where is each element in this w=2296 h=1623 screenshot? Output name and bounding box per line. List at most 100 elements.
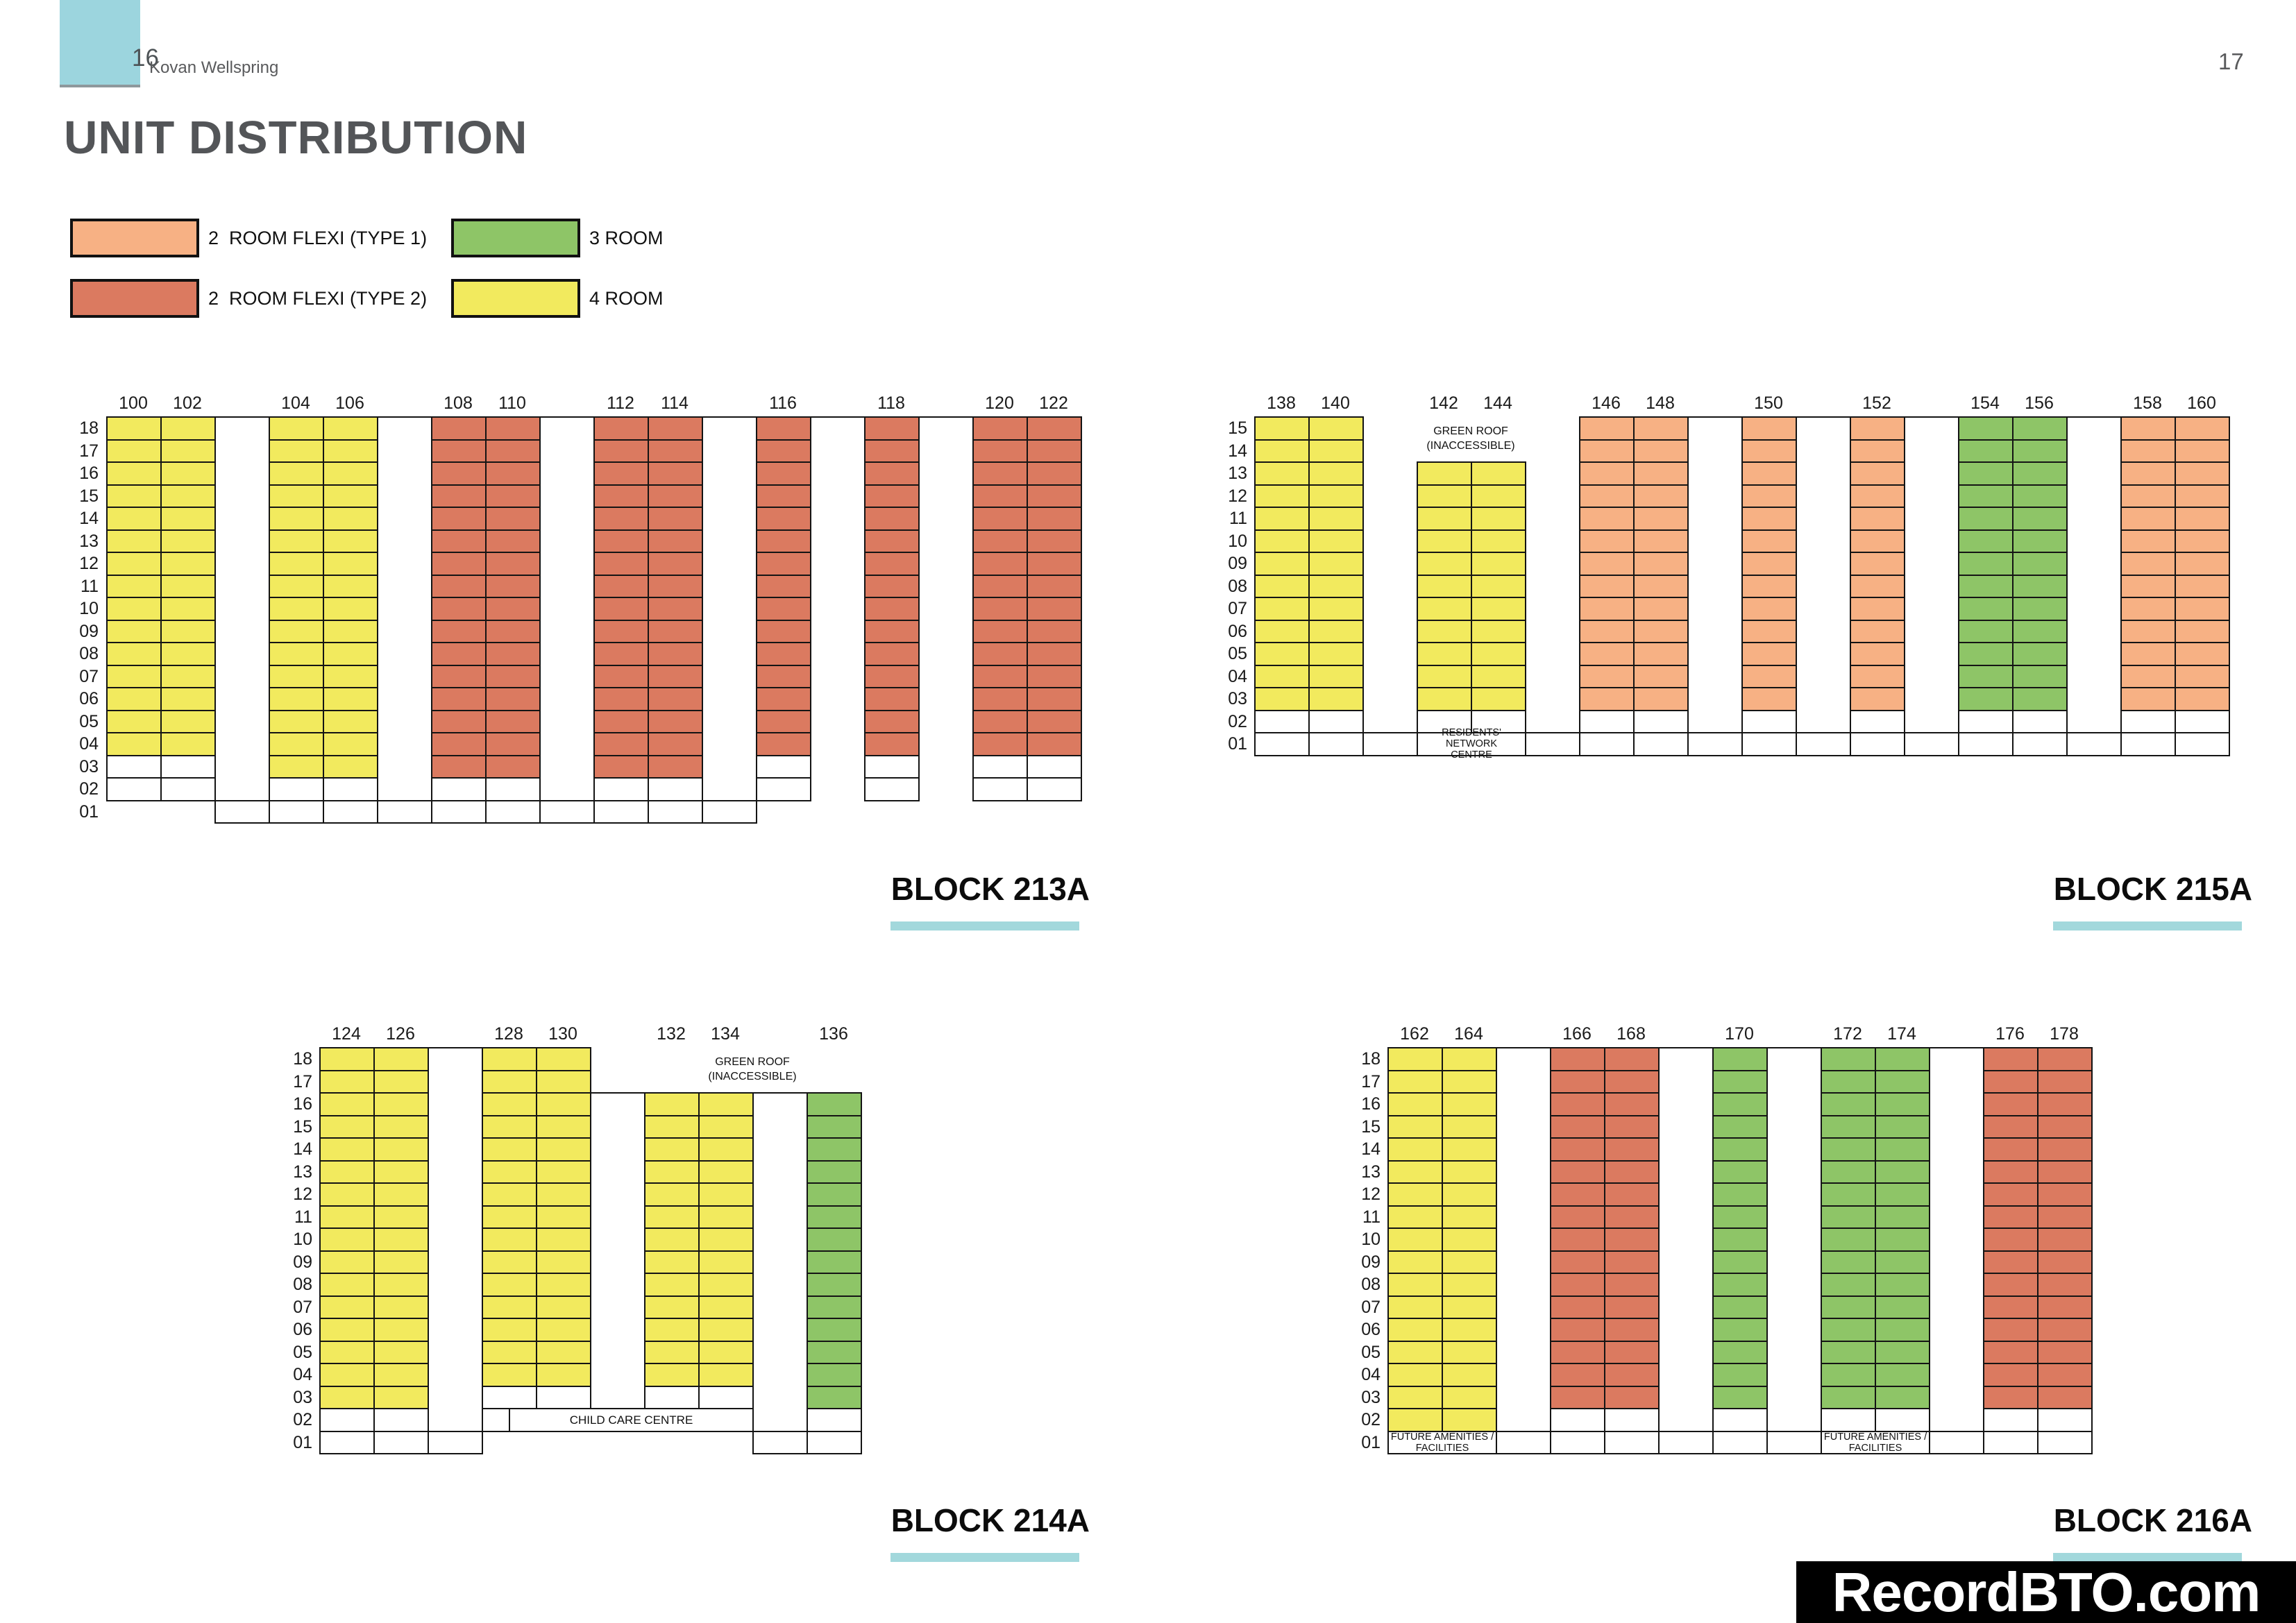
unit-cell bbox=[1387, 1137, 1443, 1162]
unit-cell bbox=[864, 597, 920, 621]
unit-number: 100 bbox=[119, 393, 148, 413]
unit-number: 118 bbox=[877, 393, 905, 413]
unit-cell bbox=[373, 1069, 429, 1094]
floor-label: 16 bbox=[1361, 1094, 1381, 1114]
unit-cell bbox=[1821, 1137, 1876, 1162]
unit-cell bbox=[1442, 1273, 1497, 1297]
unit-cell bbox=[1579, 597, 1635, 621]
unit-cell bbox=[106, 529, 162, 553]
unit-cell bbox=[972, 597, 1028, 621]
unit-cell bbox=[485, 574, 541, 598]
unit-cell bbox=[2012, 574, 2068, 598]
unit-cell bbox=[1875, 1408, 1930, 1432]
unit-cell bbox=[864, 461, 920, 486]
unit-cell bbox=[106, 642, 162, 666]
unit-cell bbox=[1550, 1295, 1605, 1319]
unit-cell bbox=[698, 1340, 754, 1364]
unit-cell bbox=[644, 1137, 700, 1162]
unit-cell bbox=[482, 1092, 537, 1116]
unit-cell bbox=[1579, 439, 1635, 463]
unit-cell bbox=[2120, 642, 2176, 666]
floor-label: 02 bbox=[79, 779, 99, 799]
unit-cell bbox=[1254, 484, 1310, 508]
unit-stack: FUTURE AMENITIES / FACILITIES bbox=[1821, 1047, 1930, 1454]
unit-cell bbox=[756, 439, 811, 463]
unit-cell bbox=[644, 1159, 700, 1184]
unit-cell bbox=[373, 1205, 429, 1229]
unit-cell bbox=[1983, 1273, 2038, 1297]
unit-cell bbox=[1958, 552, 2014, 576]
unit-cell bbox=[1387, 1069, 1443, 1094]
unit-cell bbox=[1550, 1430, 1605, 1454]
unit-cell bbox=[1741, 461, 1797, 486]
legend-swatch-2R2 bbox=[70, 279, 199, 318]
unit-cell bbox=[698, 1318, 754, 1342]
unit-cell bbox=[536, 1092, 591, 1116]
unit-cell bbox=[373, 1430, 429, 1454]
floor-label: 10 bbox=[79, 599, 99, 618]
unit-cell bbox=[756, 416, 811, 441]
unit-cell bbox=[323, 529, 378, 553]
unit-cell bbox=[319, 1273, 375, 1297]
unit-cell bbox=[864, 619, 920, 643]
floor-label: 10 bbox=[293, 1230, 312, 1249]
unit-cell bbox=[2037, 1092, 2093, 1116]
unit-cell bbox=[807, 1340, 862, 1364]
unit-cell bbox=[648, 484, 703, 508]
unit-cell bbox=[1550, 1092, 1605, 1116]
unit-cell bbox=[323, 754, 378, 779]
unit-cell bbox=[160, 507, 216, 531]
unit-cell bbox=[644, 1227, 700, 1252]
unit-number: 166 bbox=[1562, 1024, 1592, 1044]
unit-cell bbox=[1821, 1295, 1876, 1319]
floor-label: 17 bbox=[293, 1071, 312, 1091]
unit-cell bbox=[1442, 1363, 1497, 1387]
unit-cell bbox=[160, 664, 216, 688]
unit-cell bbox=[2120, 507, 2176, 531]
unit-cell bbox=[1308, 642, 1364, 666]
unit-cell bbox=[323, 574, 378, 598]
unit-cell bbox=[1604, 1047, 1660, 1071]
unit-cell bbox=[593, 777, 649, 801]
unit-cell bbox=[1741, 439, 1797, 463]
unit-stack bbox=[1579, 416, 1689, 756]
unit-cell bbox=[1875, 1114, 1930, 1139]
unit-cell bbox=[2037, 1318, 2093, 1342]
unit-cell bbox=[2175, 687, 2230, 711]
unit-cell bbox=[1308, 552, 1364, 576]
unit-cell bbox=[1027, 664, 1082, 688]
unit-cell bbox=[864, 709, 920, 733]
unit-cell bbox=[1442, 1182, 1497, 1207]
unit-cell bbox=[160, 416, 216, 441]
unit-cell bbox=[2012, 416, 2068, 441]
unit-cell bbox=[482, 1159, 537, 1184]
unit-cell bbox=[106, 687, 162, 711]
unit-cell bbox=[1850, 574, 1905, 598]
unit-cell bbox=[648, 687, 703, 711]
unit-cell bbox=[2120, 687, 2176, 711]
unit-cell bbox=[648, 754, 703, 779]
unit-cell bbox=[1712, 1295, 1768, 1319]
unit-cell bbox=[536, 1340, 591, 1364]
unit-cell bbox=[2120, 664, 2176, 688]
unit-cell bbox=[482, 1250, 537, 1274]
floor-label: 03 bbox=[293, 1387, 312, 1407]
unit-cell bbox=[160, 687, 216, 711]
block-title: BLOCK 215A bbox=[2053, 871, 2252, 907]
unit-cell bbox=[698, 1250, 754, 1274]
unit-cell bbox=[864, 687, 920, 711]
unit-cell bbox=[106, 709, 162, 733]
unit-cell bbox=[431, 642, 487, 666]
unit-cell bbox=[1442, 1250, 1497, 1274]
unit-cell bbox=[2175, 484, 2230, 508]
unit-cell bbox=[1821, 1273, 1876, 1297]
unit-cell bbox=[1712, 1182, 1768, 1207]
unit-cell bbox=[644, 1205, 700, 1229]
unit-cell bbox=[1821, 1227, 1876, 1252]
unit-number: 122 bbox=[1039, 393, 1068, 413]
roof-line bbox=[319, 1047, 591, 1048]
unit-stack bbox=[972, 416, 1082, 801]
unit-cell bbox=[536, 1295, 591, 1319]
floor-label: 02 bbox=[293, 1410, 312, 1429]
floor-label: 03 bbox=[1361, 1387, 1381, 1407]
